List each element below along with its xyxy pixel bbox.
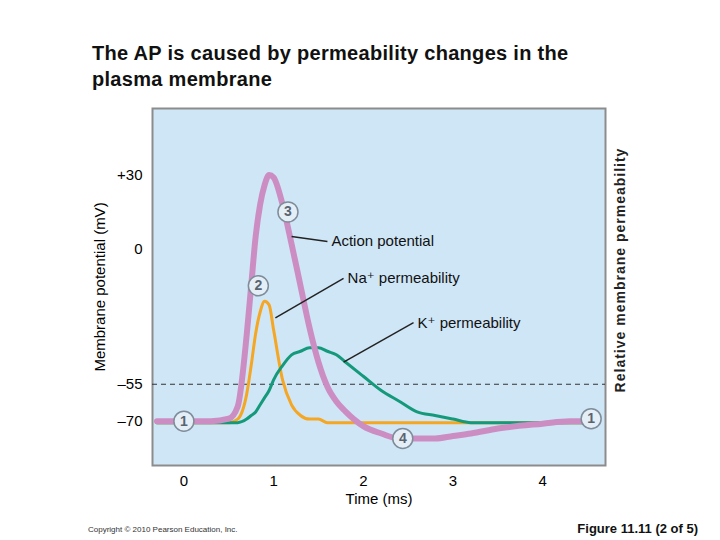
svg-text:–70: –70: [117, 412, 142, 429]
svg-text:–55: –55: [117, 375, 142, 392]
svg-text:+30: +30: [117, 166, 142, 183]
html-text:Figure 11.11 (2 of 5): Figure 11.11 (2 of 5): [577, 521, 698, 536]
svg-text:Membrane potential (mV): Membrane potential (mV): [91, 202, 108, 371]
svg-text:2: 2: [254, 277, 262, 293]
svg-text:Action potential: Action potential: [331, 232, 434, 249]
html-text:The AP is caused by permeabili: The AP is caused by permeability changes…: [92, 42, 569, 90]
svg-text:0: 0: [180, 472, 188, 489]
svg-text:Na⁺ permeability: Na⁺ permeability: [348, 269, 461, 286]
svg-text:1: 1: [587, 410, 595, 426]
svg-text:Time (ms): Time (ms): [346, 490, 413, 507]
svg-text:2: 2: [359, 472, 367, 489]
html-text:Copyright © 2010 Pearson Educa: Copyright © 2010 Pearson Education, Inc.: [88, 525, 238, 534]
svg-text:3: 3: [284, 203, 292, 219]
svg-text:3: 3: [449, 472, 457, 489]
svg-text:4: 4: [539, 472, 547, 489]
svg-text:0: 0: [134, 240, 142, 257]
svg-text:4: 4: [399, 430, 407, 446]
svg-text:K⁺ permeability: K⁺ permeability: [418, 314, 521, 331]
html-text:Relative membrane permeability: Relative membrane permeability: [612, 147, 628, 393]
svg-text:1: 1: [269, 472, 277, 489]
svg-text:1: 1: [180, 413, 188, 429]
